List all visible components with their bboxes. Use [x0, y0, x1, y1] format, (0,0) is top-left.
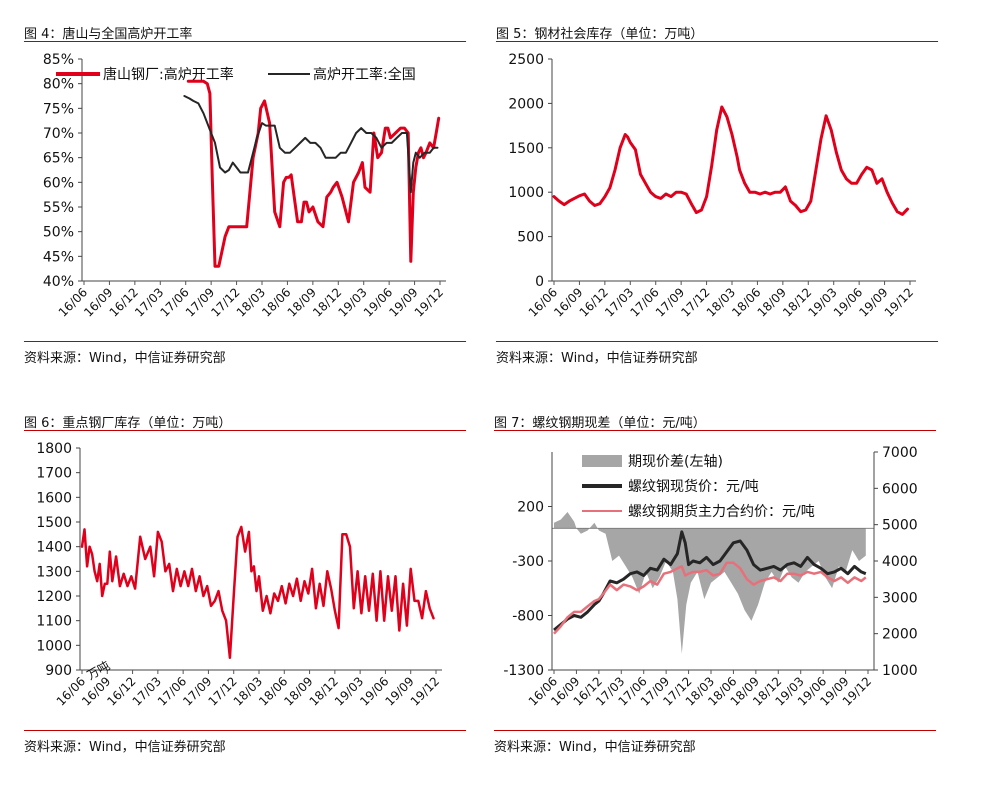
fig7-y-right-tick-label: 1000 — [882, 663, 918, 679]
fig4-y-tick-label: 75% — [43, 101, 74, 117]
fig4-y-tick-label: 85% — [43, 52, 74, 68]
fig5-y-tick-label: 1500 — [508, 141, 544, 157]
fig4-legend-label-national: 高炉开工率:全国 — [313, 66, 416, 83]
fig7-y-right-tick-label: 4000 — [882, 554, 918, 570]
fig5-y-tick-label: 2000 — [508, 96, 544, 112]
fig7-y-right-tick-label: 7000 — [882, 445, 918, 461]
fig5-top-rule — [496, 41, 938, 42]
fig5-title: 图 5：钢材社会库存（单位：万吨） — [496, 27, 704, 42]
fig7-series-area-spread — [554, 512, 866, 654]
fig6-series-line-1 — [80, 525, 435, 659]
fig4-y-tick-label: 45% — [43, 249, 74, 265]
fig5-source: 资料来源：Wind，中信证券研究部 — [496, 351, 698, 366]
fig6-panel: 图 6：重点钢厂库存（单位：万吨） 900 1000 1100 1200 1300 140… — [24, 407, 466, 757]
fig6-y-tick-label: 1500 — [36, 515, 72, 531]
fig4-series-line-2 — [183, 95, 439, 194]
fig7-legend-swatch-spread — [582, 455, 622, 467]
fig6-y-tick-label: 1300 — [36, 564, 72, 580]
fig7-source: 资料来源：Wind，中信证券研究部 — [494, 740, 696, 755]
fig4-x-tick-label: 19/12 — [412, 285, 446, 319]
fig4-series-line-1 — [186, 79, 441, 268]
fig4-bottom-rule — [24, 341, 466, 342]
fig7-top-rule — [494, 430, 936, 431]
fig6-title: 图 6：重点钢厂库存（单位：万吨） — [24, 416, 232, 431]
fig5-y-tick-label: 0 — [535, 274, 544, 290]
fig5-series-line-1 — [552, 105, 909, 216]
fig6-chart: 900 1000 1100 1200 1300 1400 1500 1600 1700 1800 1… — [36, 441, 442, 709]
fig6-y-tick-label: 1100 — [36, 614, 72, 630]
fig6-x-tick-label: 19/12 — [408, 674, 442, 708]
fig5-y-tick-label: 2500 — [508, 52, 544, 68]
fig4-y-tick-label: 60% — [43, 175, 74, 191]
fig5-bottom-rule — [496, 341, 938, 342]
fig7-y-right-tick-label: 6000 — [882, 481, 918, 497]
fig7-y-left-tick-label: -1300 — [503, 663, 544, 679]
fig7-legend-label-spot: 螺纹钢现货价：元/吨 — [628, 478, 759, 495]
fig4-panel: 图 4：唐山与全国高炉开工率 40% 45% 50% 55% 60% 65% 70% 75% 8… — [24, 18, 466, 368]
fig6-y-tick-label: 1800 — [36, 441, 72, 457]
fig4-legend-label-tangshan: 唐山钢厂:高炉开工率 — [103, 66, 234, 83]
fig6-y-tick-label: 1600 — [36, 490, 72, 506]
fig6-y-tick-label: 1000 — [36, 638, 72, 654]
fig4-y-tick-label: 55% — [43, 200, 74, 216]
fig4-y-tick-label: 65% — [43, 151, 74, 167]
fig4-chart: 40%45%50%55%60%65%70%75%80%85%16/0616/09… — [43, 52, 446, 320]
fig7-title: 图 7：螺纹钢期现差（单位：元/吨） — [494, 416, 706, 431]
fig5-chart: 0500100015002000250016/0616/0916/1217/03… — [508, 52, 916, 320]
fig6-y-tick-label: 1400 — [36, 540, 72, 556]
fig5-y-tick-label: 500 — [517, 230, 544, 246]
fig6-bottom-rule — [24, 730, 466, 731]
fig4-y-tick-label: 70% — [43, 126, 74, 142]
fig6-y-tick-label: 1200 — [36, 589, 72, 605]
fig4-top-rule — [24, 41, 466, 42]
fig7-y-left-tick-label: -800 — [512, 609, 544, 625]
fig7-legend-label-futures: 螺纹钢期货主力合约价：元/吨 — [628, 503, 815, 520]
fig4-y-tick-label: 40% — [43, 274, 74, 290]
fig4-source: 资料来源：Wind，中信证券研究部 — [24, 351, 226, 366]
fig6-source: 资料来源：Wind，中信证券研究部 — [24, 740, 226, 755]
fig7-y-left-tick-label: -300 — [512, 554, 544, 570]
fig5-y-tick-label: 1000 — [508, 185, 544, 201]
fig7-legend-label-spread: 期现价差(左轴) — [628, 454, 723, 470]
fig5-x-tick-label: 19/12 — [882, 285, 916, 319]
fig7-bottom-rule — [494, 730, 936, 731]
fig7-series-line-2 — [553, 561, 867, 635]
fig7-y-right-tick-label: 5000 — [882, 518, 918, 534]
fig4-title: 图 4：唐山与全国高炉开工率 — [24, 27, 193, 42]
fig5-panel: 图 5：钢材社会库存（单位：万吨） 0 500 1000 1500 2000 2500 16… — [496, 18, 938, 368]
fig6-y-tick-label: 1700 — [36, 466, 72, 482]
fig4-y-tick-label: 80% — [43, 77, 74, 93]
fig6-y-tick-label: 900 — [45, 663, 72, 679]
fig7-panel: 图 7：螺纹钢期现差（单位：元/吨） -1300 -800 -300 200 1000 2… — [494, 407, 936, 757]
fig7-y-right-tick-label: 2000 — [882, 627, 918, 643]
fig7-y-left-tick-label: 200 — [517, 500, 544, 516]
fig4-y-tick-label: 50% — [43, 225, 74, 241]
fig7-chart: -1300 -800 -300 200 1000 2000 3000 4000 5000 6000… — [503, 445, 918, 709]
fig7-y-right-tick-label: 3000 — [882, 590, 918, 606]
fig6-top-rule — [24, 430, 466, 431]
